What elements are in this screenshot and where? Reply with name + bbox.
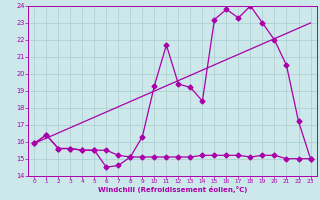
X-axis label: Windchill (Refroidissement éolien,°C): Windchill (Refroidissement éolien,°C) <box>98 186 247 193</box>
